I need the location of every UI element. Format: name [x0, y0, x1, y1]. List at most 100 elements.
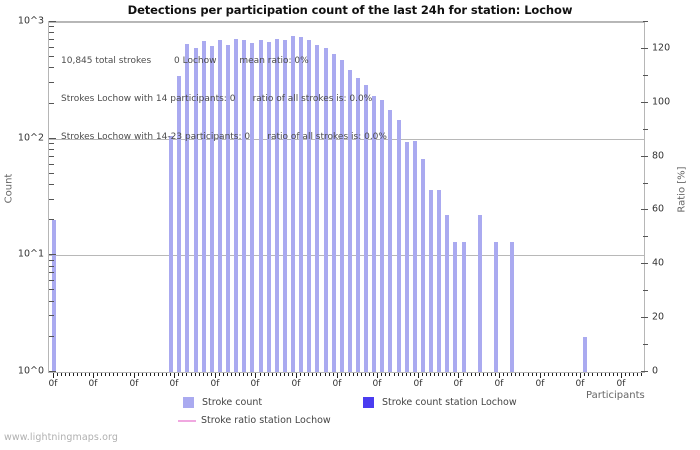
x-axis-tick [101, 373, 102, 376]
x-axis-tick [320, 373, 321, 376]
x-axis-tick [89, 373, 90, 376]
y-axis-title: Count [3, 173, 15, 204]
x-axis-tick-label: 0f [372, 379, 382, 389]
bar [283, 40, 287, 372]
y-axis-left-tick [49, 336, 54, 337]
y-axis-right-tick-label: 40 [652, 257, 665, 269]
x-axis-tick [353, 373, 354, 376]
y-axis-right-tick [643, 236, 648, 237]
x-axis-tick [312, 373, 313, 376]
x-axis-tick-label: 0f [291, 379, 301, 389]
y-axis-left-tick [49, 164, 54, 165]
x-axis-tick [414, 373, 415, 376]
x-axis-tick [142, 373, 143, 376]
y-axis-right-tick-label: 20 [652, 311, 665, 323]
x-axis-tick [564, 373, 565, 376]
x-axis-tick [186, 373, 187, 376]
x-axis-tick-label: 0f [413, 379, 423, 389]
plot-area [48, 21, 645, 373]
y-axis-right-title: Ratio [%] [676, 166, 688, 213]
x-axis-tick [572, 373, 573, 376]
x-axis-tick [613, 373, 614, 376]
x-axis-tick-label: 0f [169, 379, 179, 389]
annotation-line-3: Strokes Lochow with 14-23 participants: … [61, 131, 387, 142]
x-axis-tick [389, 373, 390, 376]
x-axis-tick [264, 373, 265, 376]
x-axis-tick [138, 373, 139, 376]
bar [307, 40, 311, 372]
x-axis-tick [357, 373, 358, 376]
x-axis-tick [442, 373, 443, 376]
y-axis-right-tick [643, 183, 648, 184]
x-axis-tick [434, 373, 435, 376]
x-axis-tick [341, 373, 342, 376]
x-axis-tick-label: 0f [535, 379, 545, 389]
x-axis-tick [113, 373, 114, 376]
y-axis-right-tick [641, 102, 648, 103]
x-axis-tick [438, 373, 439, 376]
x-axis-tick [211, 373, 212, 376]
x-axis-tick [394, 373, 395, 376]
x-axis-tick [601, 373, 602, 376]
y-axis-right-tick-label: 60 [652, 203, 665, 215]
x-axis-tick [154, 373, 155, 376]
bar [453, 242, 457, 372]
y-axis-left-tick [49, 184, 54, 185]
x-axis-tick [617, 373, 618, 376]
bar [52, 220, 56, 372]
y-axis-right-tick [641, 317, 648, 318]
y-axis-left-tick [49, 371, 56, 372]
x-axis-tick [515, 373, 516, 376]
x-axis-tick [81, 373, 82, 376]
x-axis-tick [398, 373, 399, 376]
gridline [49, 255, 644, 256]
x-axis-tick [178, 373, 179, 376]
bar [332, 54, 336, 372]
x-axis-tick-label: 0f [616, 379, 626, 389]
x-axis-tick [333, 373, 334, 376]
y-axis-left-tick [49, 289, 54, 290]
bar [462, 242, 466, 372]
y-axis-right-tick [643, 290, 648, 291]
x-axis-tick [621, 373, 622, 378]
y-axis-left-tick [49, 219, 54, 220]
y-axis-left-tick [49, 260, 54, 261]
bar [275, 39, 279, 372]
x-axis-tick [304, 373, 305, 376]
x-axis-tick [199, 373, 200, 376]
x-axis-tick [97, 373, 98, 376]
x-axis-tick [150, 373, 151, 376]
x-axis-tick [597, 373, 598, 376]
legend-item-stroke-ratio-station[interactable]: Stroke ratio station Lochow [178, 415, 331, 426]
y-axis-left-tick [49, 280, 54, 281]
y-axis-left-ticks [49, 21, 59, 373]
chart-legend: Stroke count Stroke count station Lochow… [0, 395, 700, 431]
x-axis-tick [65, 373, 66, 376]
x-axis-tick [223, 373, 224, 376]
x-axis-tick [450, 373, 451, 376]
x-axis-tick [296, 373, 297, 378]
x-axis-tick [495, 373, 496, 376]
x-axis-tick [126, 373, 127, 376]
x-axis-tick [519, 373, 520, 376]
x-axis-tick [402, 373, 403, 376]
x-axis-tick [458, 373, 459, 378]
legend-item-stroke-count[interactable]: Stroke count [183, 397, 262, 408]
x-axis-tick [162, 373, 163, 376]
x-axis-tick [251, 373, 252, 376]
x-axis-tick [349, 373, 350, 376]
y-axis-left-tick [49, 301, 54, 302]
y-axis-right-tick [641, 48, 648, 49]
x-axis-tick [475, 373, 476, 376]
annotation-line-1: 10,845 total strokes 0 Lochow mean ratio… [61, 56, 309, 67]
legend-item-stroke-count-station[interactable]: Stroke count station Lochow [363, 397, 517, 408]
y-axis-left-labels: 10^3 10^2 10^1 10^0 [0, 16, 44, 377]
bar [510, 242, 514, 372]
bar [194, 48, 198, 372]
x-axis-tick [373, 373, 374, 376]
x-axis-ticks [48, 373, 645, 379]
y-axis-left-tick [49, 149, 54, 150]
bar [218, 40, 222, 372]
x-axis-tick [580, 373, 581, 378]
